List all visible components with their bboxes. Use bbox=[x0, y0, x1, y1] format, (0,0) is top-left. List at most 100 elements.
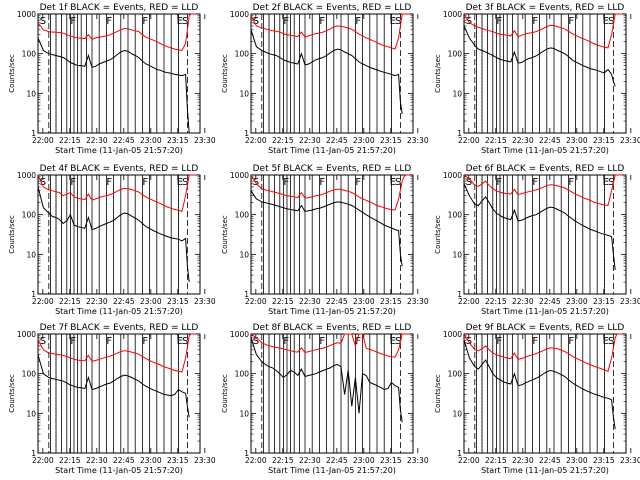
flag-label: F bbox=[496, 177, 502, 188]
flag-label: F bbox=[568, 336, 574, 347]
flag-label: S bbox=[466, 177, 472, 188]
y-tick-label: 100 bbox=[22, 50, 37, 59]
x-tick-label: 22:15 bbox=[485, 456, 507, 465]
y-tick-label: 1 bbox=[31, 129, 36, 138]
flag-label: F bbox=[496, 16, 502, 27]
x-tick-label: 23:15 bbox=[593, 136, 615, 145]
series-lld-line bbox=[463, 333, 623, 372]
x-tick-label: 23:00 bbox=[566, 456, 588, 465]
flag-label: F bbox=[355, 177, 361, 188]
x-tick-label: 23:30 bbox=[620, 297, 640, 306]
x-tick-label: 22:30 bbox=[512, 456, 534, 465]
y-tick-label: 10 bbox=[26, 250, 36, 259]
panel-title: Det 5f BLACK = Events, RED = LLD bbox=[253, 164, 412, 174]
y-tick-label: 100 bbox=[448, 370, 463, 379]
x-axis-label: Start Time (11-Jan-05 21:57:20) bbox=[481, 307, 609, 316]
plot-frame bbox=[37, 174, 201, 295]
x-tick-label: 23:30 bbox=[194, 456, 216, 465]
x-tick-label: 23:15 bbox=[593, 297, 615, 306]
x-axis-label: Start Time (11-Jan-05 21:57:20) bbox=[55, 466, 183, 475]
y-tick-label: 1000 bbox=[17, 330, 36, 339]
flag-label: S bbox=[608, 336, 614, 347]
y-axis-label: Counts/sec bbox=[8, 54, 16, 93]
x-tick-label: 22:00 bbox=[32, 297, 54, 306]
x-axis-label: Start Time (11-Jan-05 21:57:20) bbox=[268, 307, 396, 316]
y-axis-label: Counts/sec bbox=[8, 374, 16, 413]
y-axis-label: Counts/sec bbox=[434, 374, 442, 413]
flag-label: S bbox=[395, 16, 401, 27]
flag-label: F bbox=[106, 177, 112, 188]
y-tick-label: 1 bbox=[244, 290, 249, 299]
x-tick-label: 23:00 bbox=[353, 297, 375, 306]
x-tick-label: 22:15 bbox=[485, 297, 507, 306]
y-tick-label: 1 bbox=[457, 449, 462, 458]
y-axis-label: Counts/sec bbox=[221, 54, 229, 93]
panel-title: Det 6f BLACK = Events, RED = LLD bbox=[466, 164, 625, 174]
flag-label: E bbox=[390, 16, 396, 27]
y-tick-label: 1000 bbox=[443, 10, 462, 19]
panel-title: Det 7f BLACK = Events, RED = LLD bbox=[40, 323, 199, 333]
flag-label: F bbox=[319, 177, 325, 188]
y-tick-label: 10 bbox=[26, 89, 36, 98]
series-lld-line bbox=[250, 13, 410, 50]
flag-label: S bbox=[253, 336, 259, 347]
y-tick-label: 10 bbox=[239, 409, 249, 418]
panel-title: Det 2f BLACK = Events, RED = LLD bbox=[253, 3, 412, 13]
y-tick-label: 1000 bbox=[443, 171, 462, 180]
flag-label: E bbox=[177, 16, 183, 27]
x-axis-label: Start Time (11-Jan-05 21:57:20) bbox=[268, 466, 396, 475]
flag-label: S bbox=[40, 336, 46, 347]
y-tick-label: 100 bbox=[235, 50, 250, 59]
x-tick-label: 22:15 bbox=[272, 297, 294, 306]
x-tick-label: 23:00 bbox=[140, 136, 162, 145]
x-tick-label: 23:15 bbox=[380, 297, 402, 306]
x-axis-label: Start Time (11-Jan-05 21:57:20) bbox=[55, 307, 183, 316]
plot-frame bbox=[37, 13, 201, 134]
y-tick-label: 10 bbox=[239, 89, 249, 98]
y-tick-label: 10 bbox=[26, 409, 36, 418]
x-tick-label: 22:00 bbox=[458, 136, 480, 145]
series-events-line bbox=[463, 25, 616, 87]
x-tick-label: 22:45 bbox=[113, 456, 135, 465]
flag-label: F bbox=[283, 16, 289, 27]
flag-label: S bbox=[182, 16, 188, 27]
flag-label: F bbox=[142, 177, 148, 188]
y-tick-label: 1000 bbox=[17, 10, 36, 19]
series-events-line bbox=[250, 29, 403, 115]
flag-label: E bbox=[603, 336, 609, 347]
x-tick-label: 22:45 bbox=[539, 136, 561, 145]
y-tick-label: 10 bbox=[452, 250, 462, 259]
x-tick-label: 22:00 bbox=[32, 456, 54, 465]
x-tick-label: 22:15 bbox=[272, 136, 294, 145]
plot-frame bbox=[463, 174, 627, 295]
y-axis-label: Counts/sec bbox=[221, 374, 229, 413]
flag-label: S bbox=[253, 16, 259, 27]
series-lld-line bbox=[37, 333, 197, 373]
flag-label: F bbox=[355, 16, 361, 27]
plot-frame bbox=[37, 333, 201, 454]
x-tick-label: 22:30 bbox=[512, 297, 534, 306]
x-tick-label: 22:00 bbox=[32, 136, 54, 145]
x-tick-label: 23:00 bbox=[566, 297, 588, 306]
series-events-line bbox=[37, 354, 190, 418]
series-events-line bbox=[37, 37, 190, 134]
series-events-line bbox=[250, 337, 403, 423]
y-tick-label: 100 bbox=[22, 211, 37, 220]
x-tick-label: 22:15 bbox=[272, 456, 294, 465]
y-tick-label: 1 bbox=[457, 129, 462, 138]
y-tick-label: 1 bbox=[31, 449, 36, 458]
flag-label: S bbox=[182, 177, 188, 188]
flag-label: E bbox=[177, 177, 183, 188]
x-tick-label: 23:15 bbox=[380, 136, 402, 145]
flag-label: F bbox=[319, 336, 325, 347]
flag-label: S bbox=[608, 177, 614, 188]
flag-label: F bbox=[106, 336, 112, 347]
x-tick-label: 23:30 bbox=[194, 136, 216, 145]
